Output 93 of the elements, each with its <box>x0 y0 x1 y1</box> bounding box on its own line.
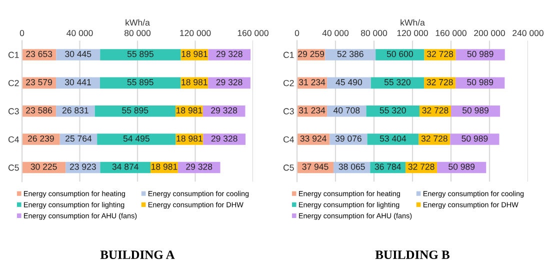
data-label: 33 924 <box>300 135 326 142</box>
y-tick-label: C1 <box>8 52 19 58</box>
data-label: 29 328 <box>216 50 242 58</box>
bar <box>330 134 368 145</box>
data-label: 50 989 <box>462 135 488 142</box>
x-tick-label: 80 000 <box>361 30 388 36</box>
data-label: 50 989 <box>467 50 494 58</box>
bar <box>100 49 181 60</box>
bar <box>367 134 419 145</box>
x-tick-label: 160 000 <box>436 30 466 36</box>
data-label: 52 386 <box>337 50 364 58</box>
data-label: 50 989 <box>467 79 494 86</box>
data-label: 55 895 <box>127 79 154 86</box>
data-label: 23 923 <box>70 164 96 170</box>
data-label: 18 981 <box>176 135 202 142</box>
x-tick-label: 80 000 <box>124 30 151 36</box>
bar <box>94 105 176 117</box>
bar <box>100 162 151 174</box>
data-label: 32 728 <box>408 164 434 170</box>
data-label: 31 234 <box>298 107 326 114</box>
bar <box>366 105 420 117</box>
x-tick-label: 200 000 <box>474 30 505 36</box>
data-label: 18 981 <box>182 50 208 58</box>
x-axis-title: kWh/a <box>400 19 425 26</box>
data-label: 29 328 <box>211 107 238 114</box>
data-label: 31 234 <box>298 79 326 86</box>
data-label: 53 404 <box>380 135 406 142</box>
data-label: 55 895 <box>127 50 154 58</box>
data-label: 30 441 <box>64 79 91 86</box>
y-tick-label: C4 <box>8 136 19 143</box>
data-label: 18 981 <box>182 79 208 86</box>
data-label: 25 764 <box>66 135 92 142</box>
data-label: 23 653 <box>26 50 52 58</box>
x-tick-label: 0 <box>20 30 24 36</box>
x-tick-label: 40 000 <box>66 30 93 36</box>
data-label: 29 328 <box>211 135 238 142</box>
data-label: 50 600 <box>386 50 413 58</box>
data-label: 37 945 <box>302 164 328 170</box>
y-tick-label: C2 <box>283 80 294 86</box>
x-axis-title: kWh/a <box>126 19 150 26</box>
x-tick-label: 120 000 <box>397 30 428 36</box>
data-label: 32 728 <box>426 79 453 86</box>
data-label: 39 076 <box>335 135 362 142</box>
data-label: 30 225 <box>30 164 57 170</box>
data-label: 26 831 <box>62 107 88 114</box>
x-tick-label: 40 000 <box>322 30 349 36</box>
data-label: 18 981 <box>152 164 178 170</box>
y-tick-label: C1 <box>283 52 294 58</box>
y-tick-label: C2 <box>8 80 19 86</box>
data-label: 50 989 <box>448 164 475 170</box>
data-label: 36 784 <box>374 164 401 170</box>
data-label: 45 490 <box>336 79 362 86</box>
x-tick-label: 120 000 <box>180 30 211 36</box>
bar <box>56 49 100 60</box>
data-label: 29 328 <box>186 164 212 170</box>
data-label: 32 728 <box>422 107 448 114</box>
x-tick-label: 240 000 <box>512 30 544 36</box>
data-label: 32 728 <box>426 50 454 58</box>
y-tick-label: C4 <box>283 136 294 143</box>
y-tick-label: C3 <box>8 108 19 114</box>
y-tick-label: C5 <box>283 164 294 171</box>
data-label: 30 445 <box>65 50 92 58</box>
bar <box>418 134 450 145</box>
data-label: 26 239 <box>28 135 54 142</box>
data-label: 29 328 <box>216 79 242 86</box>
data-label: 54 495 <box>123 135 150 142</box>
bar <box>203 134 246 145</box>
y-tick-label: C5 <box>8 164 19 171</box>
bar <box>97 134 176 145</box>
data-label: 29 259 <box>298 50 324 58</box>
x-tick-label: 160 000 <box>238 30 268 36</box>
bar <box>325 49 376 60</box>
data-label: 40 708 <box>333 107 360 114</box>
y-tick-label: C3 <box>283 108 294 114</box>
data-label: 23 579 <box>26 79 52 86</box>
bar <box>208 49 251 60</box>
bar <box>376 49 424 60</box>
data-label: 55 320 <box>380 107 406 114</box>
data-label: 50 989 <box>462 107 488 114</box>
data-label: 55 895 <box>122 107 148 114</box>
data-label: 38 065 <box>338 164 365 170</box>
bar <box>100 77 181 89</box>
text: BUILDING A <box>100 250 175 259</box>
data-label: 23 586 <box>26 107 52 114</box>
data-label: 34 874 <box>112 164 138 170</box>
data-label: 32 728 <box>421 135 448 142</box>
data-label: 55 320 <box>384 79 411 86</box>
data-label: 18 981 <box>176 107 202 114</box>
bar <box>450 134 500 145</box>
bar <box>60 134 98 145</box>
text: BUILDING B <box>375 250 450 259</box>
bar <box>456 49 505 60</box>
x-tick-label: 0 <box>294 30 300 36</box>
